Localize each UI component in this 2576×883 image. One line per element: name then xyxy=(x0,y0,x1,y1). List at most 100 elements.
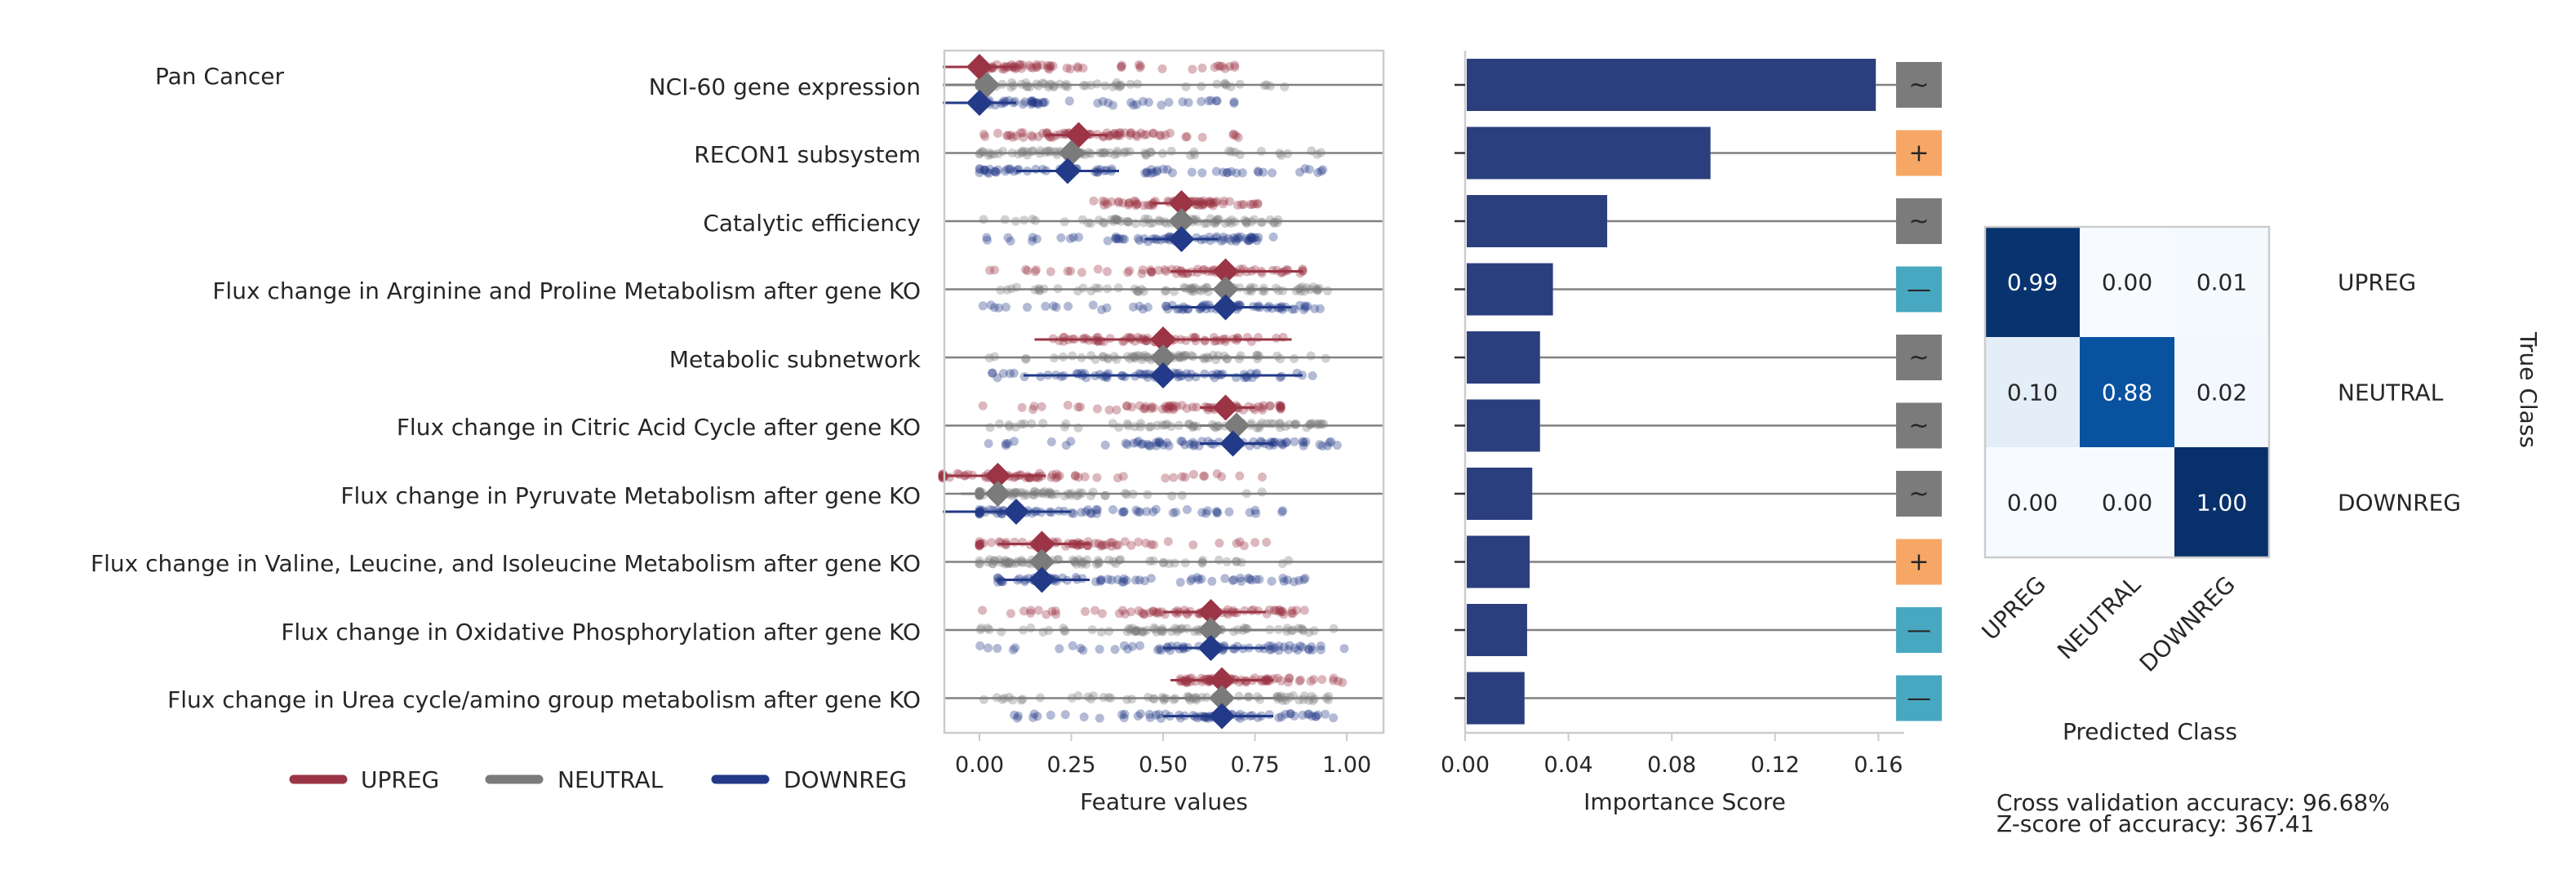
mean-marker xyxy=(1224,412,1250,439)
data-point xyxy=(1223,167,1232,177)
data-point xyxy=(1308,675,1318,684)
data-point xyxy=(1227,218,1236,228)
data-point xyxy=(1295,695,1304,705)
data-point xyxy=(1265,645,1275,654)
data-point xyxy=(1200,472,1210,481)
data-point xyxy=(1175,578,1185,587)
sign-badge xyxy=(1896,266,1942,313)
data-point xyxy=(1137,608,1147,618)
data-point xyxy=(979,129,988,139)
data-point xyxy=(1019,625,1028,635)
data-point xyxy=(1104,405,1114,415)
data-point xyxy=(1170,623,1180,633)
data-point xyxy=(1131,201,1141,211)
data-point xyxy=(1184,674,1194,684)
data-point xyxy=(1103,284,1113,294)
data-point xyxy=(1110,150,1120,160)
data-point xyxy=(994,303,1004,313)
data-point xyxy=(1129,100,1139,110)
data-point xyxy=(997,694,1007,704)
data-point xyxy=(1147,267,1156,277)
data-point xyxy=(1000,215,1010,224)
sign-badge-group: ~ + ~ — ~ ~ ~ + — — xyxy=(1896,62,1942,721)
data-point xyxy=(1188,469,1198,479)
data-point xyxy=(1294,575,1304,585)
data-point xyxy=(1113,146,1122,156)
data-point xyxy=(1037,402,1046,411)
mean-marker xyxy=(1058,140,1085,166)
data-point xyxy=(1077,268,1086,277)
data-point xyxy=(1234,691,1244,701)
data-point xyxy=(1063,266,1073,276)
data-point xyxy=(1046,267,1055,277)
data-point xyxy=(1044,626,1054,635)
data-point xyxy=(1152,441,1161,450)
data-point xyxy=(985,164,995,174)
data-point xyxy=(1153,609,1163,618)
data-point xyxy=(985,265,995,275)
data-point xyxy=(1141,402,1150,411)
data-point xyxy=(1138,304,1148,314)
data-point xyxy=(1095,713,1104,723)
data-point xyxy=(1246,282,1255,292)
x-tick-group: 0.00 0.25 0.50 0.75 1.00 xyxy=(955,733,1371,778)
data-point xyxy=(1212,79,1222,89)
data-point xyxy=(1165,128,1175,138)
data-point xyxy=(1212,96,1222,106)
data-point xyxy=(1123,217,1133,227)
data-point xyxy=(1304,645,1314,654)
data-point xyxy=(1130,219,1140,229)
data-point xyxy=(1305,419,1315,429)
data-point xyxy=(1189,421,1198,431)
data-point xyxy=(1112,131,1121,140)
data-point xyxy=(1144,422,1154,432)
data-point xyxy=(1023,147,1033,157)
data-point xyxy=(1208,201,1218,211)
data-point xyxy=(1226,82,1236,91)
data-point xyxy=(1287,606,1297,615)
data-point xyxy=(1051,303,1061,312)
data-point xyxy=(1277,286,1287,295)
data-point xyxy=(976,623,986,633)
data-point xyxy=(1241,217,1251,227)
data-point xyxy=(979,165,989,175)
data-point xyxy=(1062,79,1072,89)
row-label-group: UPREG NEUTRAL DOWNREG xyxy=(2338,269,2461,517)
data-point xyxy=(989,556,999,566)
data-point xyxy=(1326,437,1336,446)
data-point xyxy=(1021,353,1031,363)
data-point xyxy=(1227,147,1237,157)
data-point xyxy=(1132,437,1142,447)
data-point xyxy=(1138,627,1148,637)
data-point xyxy=(1130,284,1139,294)
data-point xyxy=(1012,713,1022,723)
data-point xyxy=(1103,236,1113,246)
data-point xyxy=(1040,97,1050,107)
data-point xyxy=(1290,643,1299,653)
data-point xyxy=(1136,61,1145,71)
data-point xyxy=(1308,645,1317,654)
data-point xyxy=(1329,673,1339,683)
data-point xyxy=(1282,437,1291,446)
data-point xyxy=(1237,576,1246,586)
data-point xyxy=(1030,267,1040,277)
data-point xyxy=(1122,402,1132,411)
data-point xyxy=(1019,419,1029,428)
data-point xyxy=(1028,215,1037,224)
cv-accuracy-text: Cross validation accuracy: 96.68% xyxy=(1996,789,2390,816)
data-point xyxy=(1234,233,1243,243)
data-point xyxy=(1182,132,1192,141)
data-point xyxy=(1163,402,1173,412)
data-point xyxy=(1339,644,1349,654)
feature-label: Flux change in Valine, Leucine, and Isol… xyxy=(91,550,921,577)
feature-label: RECON1 subsystem xyxy=(694,141,921,168)
data-point xyxy=(1277,606,1287,616)
data-point xyxy=(1213,508,1222,517)
importance-bar xyxy=(1467,331,1540,384)
data-point xyxy=(1233,233,1243,242)
data-point xyxy=(1117,63,1126,72)
data-point xyxy=(1089,691,1099,701)
sign-badge xyxy=(1896,130,1942,176)
data-point xyxy=(1097,305,1107,314)
mean-marker xyxy=(1150,362,1176,388)
